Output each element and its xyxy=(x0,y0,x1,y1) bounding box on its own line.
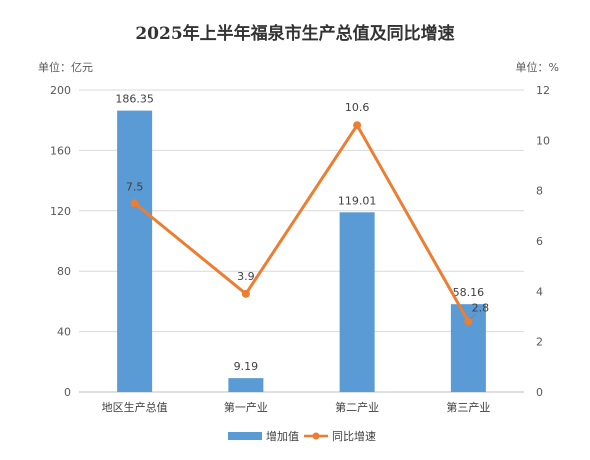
right-tick-label: 8 xyxy=(536,185,543,198)
bar xyxy=(117,110,153,392)
category-label: 第一产业 xyxy=(224,400,268,414)
bar xyxy=(450,304,486,392)
bar-value-label: 186.35 xyxy=(115,93,154,106)
legend-bar-label: 增加值 xyxy=(266,429,299,443)
line-point xyxy=(464,317,473,326)
left-axis-unit: 单位：亿元 xyxy=(38,60,93,74)
bar xyxy=(339,212,375,392)
right-tick-label: 2 xyxy=(536,336,543,349)
left-tick-label: 80 xyxy=(57,265,71,278)
bar-value-label: 58.16 xyxy=(453,286,485,299)
right-tick-label: 4 xyxy=(536,285,543,298)
line-point xyxy=(130,199,139,208)
chart-title: 2025年上半年福泉市生产总值及同比增速 xyxy=(135,23,454,44)
gridlines xyxy=(79,89,524,393)
line-series: 7.5 3.9 10.6 2.8 xyxy=(126,101,490,326)
left-axis-ticks: 0 40 80 120 160 200 xyxy=(50,84,71,399)
right-tick-label: 12 xyxy=(536,84,550,97)
right-tick-label: 0 xyxy=(536,386,543,399)
legend-line-label: 同比增速 xyxy=(332,429,376,443)
category-label: 地区生产总值 xyxy=(102,400,168,414)
legend-line-marker xyxy=(312,432,320,440)
left-tick-label: 160 xyxy=(50,144,71,157)
bar-value-label: 9.19 xyxy=(234,360,259,373)
growth-line xyxy=(133,123,470,323)
category-label: 第三产业 xyxy=(446,400,490,414)
line-point xyxy=(241,289,250,298)
category-label: 第二产业 xyxy=(335,400,379,414)
line-value-label: 7.5 xyxy=(126,180,144,193)
line-value-label: 2.8 xyxy=(472,302,490,315)
left-tick-label: 200 xyxy=(50,84,71,97)
line-value-label: 10.6 xyxy=(345,101,370,114)
right-tick-label: 10 xyxy=(536,134,550,147)
left-tick-label: 40 xyxy=(57,326,71,339)
left-tick-label: 0 xyxy=(64,386,71,399)
right-tick-label: 6 xyxy=(536,235,543,248)
line-point xyxy=(353,121,362,130)
legend-bar-swatch xyxy=(228,432,262,440)
category-labels: 地区生产总值 第一产业 第二产业 第三产业 xyxy=(102,400,491,414)
right-axis-ticks: 0 2 4 6 8 10 12 xyxy=(536,84,550,399)
line-value-label: 3.9 xyxy=(237,270,255,283)
bar-series: 186.35 9.19 119.01 58.16 xyxy=(115,93,486,392)
leader-line xyxy=(470,313,477,319)
right-axis-unit: 单位：% xyxy=(516,60,559,74)
bar-value-label: 119.01 xyxy=(338,194,377,207)
left-tick-label: 120 xyxy=(50,205,71,218)
legend: 增加值 同比增速 xyxy=(228,429,376,443)
bar xyxy=(228,378,264,392)
